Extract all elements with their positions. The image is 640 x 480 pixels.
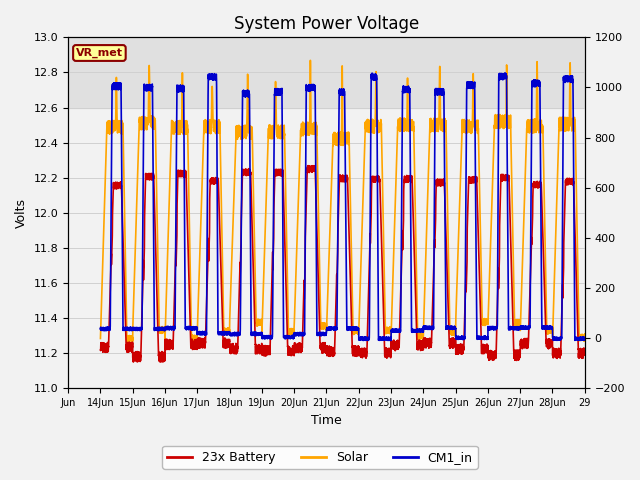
23x Battery	[282, 285, 290, 290]
CM1_in	[500, 70, 508, 76]
Legend: 23x Battery, Solar, CM1_in: 23x Battery, Solar, CM1_in	[163, 446, 477, 469]
Solar	[97, 336, 104, 341]
23x Battery	[400, 187, 408, 193]
Solar	[155, 287, 163, 293]
23x Battery	[97, 347, 104, 353]
CM1_in	[534, 77, 542, 83]
Solar	[534, 122, 542, 128]
CM1_in	[154, 326, 162, 332]
CM1_in	[282, 336, 290, 341]
Bar	[68, 37, 585, 108]
CM1_in	[581, 336, 589, 342]
23x Battery	[304, 163, 312, 168]
CM1_in	[97, 326, 104, 332]
X-axis label: Time: Time	[311, 414, 342, 427]
Solar	[125, 339, 132, 345]
Line: Solar: Solar	[100, 60, 585, 342]
Line: 23x Battery: 23x Battery	[100, 166, 585, 362]
CM1_in	[387, 337, 394, 343]
Solar	[581, 331, 589, 337]
CM1_in	[556, 337, 563, 343]
23x Battery	[556, 349, 563, 355]
Solar	[400, 122, 408, 128]
23x Battery	[536, 182, 544, 188]
Y-axis label: Volts: Volts	[15, 198, 28, 228]
23x Battery	[155, 350, 163, 356]
23x Battery	[581, 352, 589, 358]
Solar	[536, 128, 544, 133]
CM1_in	[400, 89, 408, 95]
CM1_in	[536, 120, 544, 126]
Line: CM1_in: CM1_in	[100, 73, 585, 340]
23x Battery	[534, 180, 542, 186]
Title: System Power Voltage: System Power Voltage	[234, 15, 419, 33]
Solar	[282, 208, 290, 214]
Text: VR_met: VR_met	[76, 48, 123, 58]
Solar	[556, 125, 563, 131]
Solar	[307, 58, 314, 63]
23x Battery	[133, 359, 141, 365]
